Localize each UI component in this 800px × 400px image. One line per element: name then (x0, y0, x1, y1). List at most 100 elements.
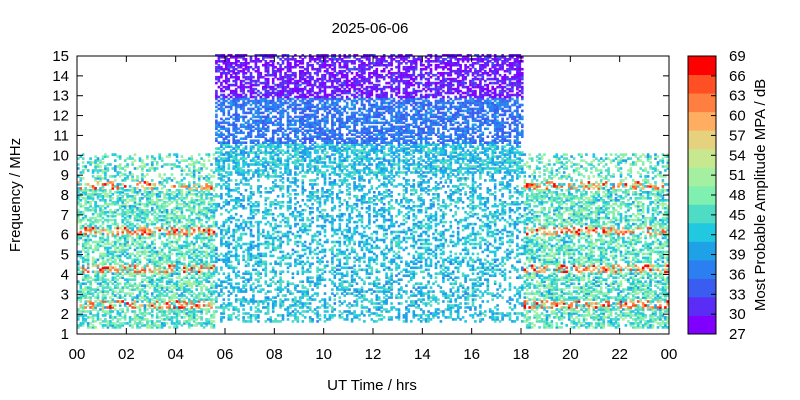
heatmap-cell (247, 320, 250, 323)
heatmap-cell (237, 99, 240, 103)
heatmap-cell (131, 306, 134, 309)
heatmap-cell (111, 201, 115, 204)
heatmap-cell (244, 189, 248, 192)
heatmap-cell (274, 262, 277, 266)
heatmap-cell (126, 306, 129, 309)
heatmap-cell (106, 250, 110, 254)
heatmap-cell (294, 173, 297, 176)
heatmap-cell (227, 294, 231, 297)
heatmap-cell (279, 238, 282, 242)
heatmap-cell (296, 151, 300, 154)
heatmap-cell (286, 141, 290, 144)
heatmap-cell (262, 111, 265, 115)
heatmap-cell (153, 250, 157, 254)
heatmap-cell (271, 167, 275, 170)
heatmap-cell (99, 302, 102, 305)
heatmap-cell (175, 159, 179, 162)
heatmap-cell (220, 125, 223, 129)
heatmap-cell (153, 246, 157, 250)
heatmap-cell (232, 75, 235, 79)
heatmap-cell (173, 208, 176, 212)
heatmap-cell (249, 276, 253, 279)
heatmap-cell (244, 75, 248, 79)
heatmap-cell (155, 308, 159, 311)
heatmap-cell (242, 71, 245, 75)
heatmap-cell (200, 224, 203, 228)
heatmap-cell (244, 67, 248, 71)
heatmap-cell (257, 228, 260, 232)
heatmap-cell (234, 179, 238, 182)
heatmap-cell (296, 185, 300, 188)
heatmap-cell (279, 230, 282, 234)
heatmap-cell (227, 258, 231, 262)
heatmap-cell (225, 193, 228, 196)
heatmap-cell (146, 228, 149, 232)
heatmap-cell (215, 69, 218, 73)
heatmap-cell (185, 274, 189, 277)
heatmap-cell (77, 264, 80, 268)
heatmap-cell (114, 167, 117, 170)
heatmap-cell (116, 246, 120, 250)
heatmap-cell (220, 242, 223, 246)
heatmap-cell (158, 252, 161, 256)
heatmap-cell (104, 193, 107, 196)
heatmap-cell (126, 193, 129, 196)
heatmap-cell (178, 322, 181, 325)
heatmap-cell (264, 141, 268, 144)
heatmap-cell (173, 302, 176, 305)
heatmap-cell (217, 123, 221, 127)
heatmap-cell (155, 197, 159, 200)
heatmap-cell (257, 89, 260, 93)
heatmap-cell (128, 226, 132, 230)
heatmap-cell (96, 165, 100, 168)
heatmap-cell (294, 58, 297, 61)
heatmap-cell (234, 171, 238, 174)
heatmap-cell (244, 222, 248, 226)
heatmap-cell (188, 282, 191, 285)
heatmap-cell (286, 240, 290, 244)
heatmap-cell (264, 65, 268, 69)
heatmap-cell (101, 274, 105, 277)
heatmap-cell (215, 290, 218, 293)
heatmap-cell (249, 131, 253, 135)
heatmap-cell (210, 238, 213, 242)
heatmap-cell (168, 272, 171, 275)
heatmap-cell (175, 292, 179, 295)
heatmap-cell (259, 101, 263, 105)
heatmap-cell (274, 131, 277, 135)
heatmap-cell (79, 254, 83, 258)
heatmap-cell (215, 298, 218, 301)
heatmap-cell (271, 310, 275, 313)
heatmap-cell (188, 185, 191, 188)
heatmap-cell (175, 260, 179, 264)
heatmap-cell (210, 282, 213, 285)
heatmap-cell (229, 73, 233, 77)
heatmap-cell (81, 238, 85, 242)
heatmap-cell (195, 256, 198, 260)
heatmap-cell (111, 240, 115, 244)
heatmap-cell (257, 234, 260, 238)
heatmap-cell (262, 288, 265, 291)
heatmap-cell (239, 81, 243, 85)
heatmap-cell (227, 93, 231, 97)
heatmap-cell (257, 109, 260, 113)
heatmap-cell (185, 322, 189, 325)
heatmap-cell (195, 318, 198, 321)
heatmap-cell (262, 127, 265, 131)
heatmap-cell (249, 195, 253, 198)
heatmap-cell (131, 210, 134, 214)
heatmap-cell (143, 296, 147, 299)
heatmap-cell (212, 320, 216, 323)
heatmap-cell (239, 141, 243, 144)
heatmap-cell (222, 85, 226, 89)
heatmap-cell (128, 316, 132, 319)
heatmap-cell (291, 210, 295, 214)
heatmap-cell (274, 141, 277, 144)
heatmap-cell (271, 185, 275, 188)
heatmap-cell (212, 222, 216, 226)
heatmap-cell (188, 314, 191, 317)
heatmap-cell (180, 189, 184, 192)
heatmap-cell (266, 175, 270, 178)
heatmap-cell (89, 238, 92, 242)
heatmap-cell (220, 117, 223, 121)
